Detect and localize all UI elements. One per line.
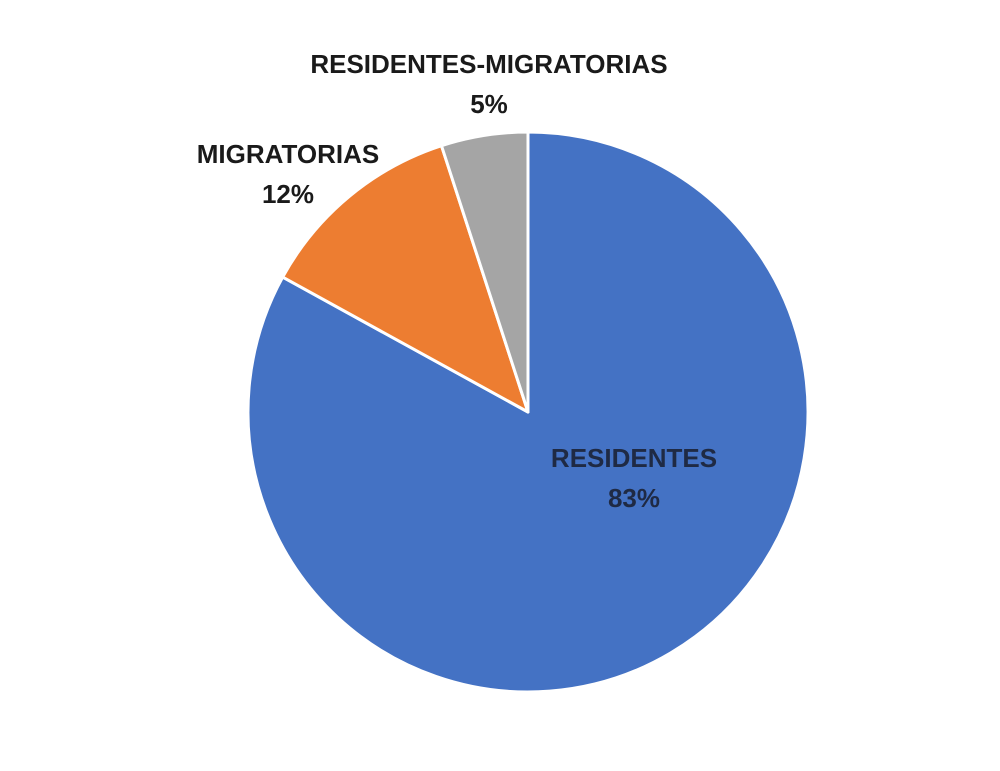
slice-label-migratorias: MIGRATORIAS 12% — [197, 139, 379, 209]
slices-layer — [246, 130, 810, 694]
slice-percent-label: 83% — [608, 483, 660, 513]
labels-layer: RESIDENTES 83% MIGRATORIAS 12% RESIDENTES-MI… — [197, 49, 717, 513]
slice-category-label: RESIDENTES-MIGRATORIAS — [310, 49, 667, 79]
slice-percent-label: 5% — [470, 89, 508, 119]
pie-slice-migratorias — [281, 144, 530, 414]
slice-label-residentes-migratorias: RESIDENTES-MIGRATORIAS 5% — [310, 49, 667, 119]
pie-slice-residentes-migratorias — [439, 130, 530, 414]
slice-label-residentes: RESIDENTES 83% — [551, 443, 717, 513]
slice-category-label: RESIDENTES — [551, 443, 717, 473]
slice-category-label: MIGRATORIAS — [197, 139, 379, 169]
slice-percent-label: 12% — [262, 179, 314, 209]
